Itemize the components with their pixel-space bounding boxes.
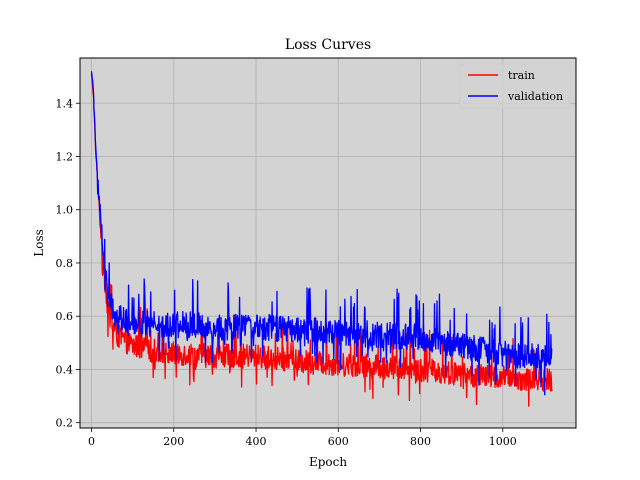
y-tick-label: 1.2 [56, 150, 74, 163]
series-line-train [90, 73, 553, 407]
x-tick-label: 200 [163, 435, 184, 448]
x-axis-ticks: 0 200 400 600 800 1000 [88, 428, 517, 448]
x-tick-label: 1000 [489, 435, 517, 448]
legend: train validation [459, 63, 571, 109]
y-axis-ticks: 0.2 0.4 0.6 0.8 1.0 1.2 1.4 [56, 97, 80, 430]
legend-label-train: train [508, 69, 535, 82]
plot-frame [79, 57, 577, 429]
legend-label-validation: validation [507, 90, 563, 103]
y-tick-label: 0.2 [56, 417, 74, 430]
x-tick-label: 800 [410, 435, 431, 448]
series-line-validation [90, 71, 553, 396]
x-tick-label: 0 [88, 435, 95, 448]
y-axis-label: Loss [32, 229, 46, 257]
grid [80, 58, 576, 428]
x-tick-label: 600 [328, 435, 349, 448]
y-tick-label: 0.6 [56, 310, 74, 323]
chart-title: Loss Curves [285, 37, 371, 53]
y-tick-label: 1.0 [56, 204, 74, 217]
x-axis-label: Epoch [309, 455, 347, 469]
series-layer [90, 71, 553, 407]
x-tick-label: 400 [246, 435, 267, 448]
y-tick-label: 0.8 [56, 257, 74, 270]
y-tick-label: 0.4 [56, 363, 74, 376]
y-tick-label: 1.4 [56, 97, 74, 110]
